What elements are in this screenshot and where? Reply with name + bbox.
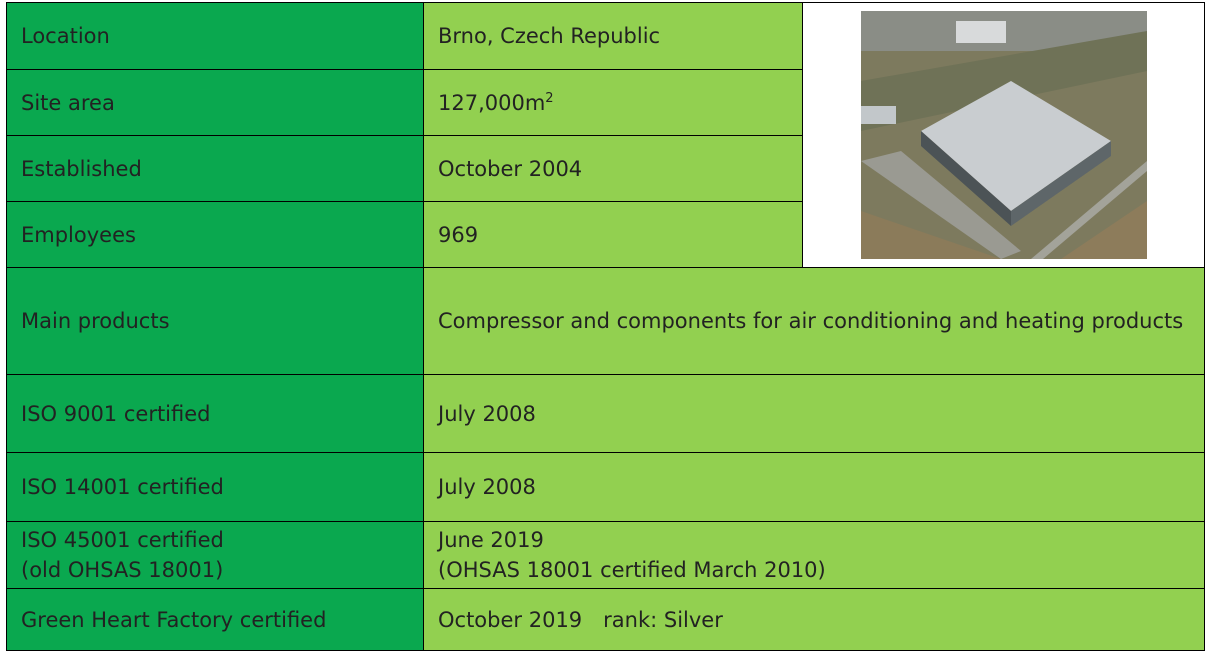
- label-cell: Employees: [7, 202, 424, 268]
- cell-line: October 2019 rank: Silver: [438, 608, 723, 632]
- value-cell: 969: [424, 202, 803, 268]
- cell-line: July 2008: [438, 475, 536, 499]
- value-cell: July 2008: [424, 375, 1205, 453]
- cell-line: ISO 45001 certified: [21, 528, 224, 552]
- table-body: Location Brno, Czech Republic Site area 127…: [7, 3, 1205, 651]
- value-cell: 127,000m2: [424, 70, 803, 136]
- cell-line: 127,000m: [438, 91, 545, 115]
- table-row: Main products Compressor and components f…: [7, 268, 1205, 375]
- value-cell: October 2004: [424, 136, 803, 202]
- cell-line: 969: [438, 223, 478, 247]
- info-table: Location Brno, Czech Republic Site area 127…: [6, 2, 1205, 651]
- factory-photo: [861, 11, 1147, 259]
- table-row: Location Brno, Czech Republic: [7, 3, 1205, 70]
- cell-line: Employees: [21, 223, 136, 247]
- label-cell: Site area: [7, 70, 424, 136]
- cell-line: October 2004: [438, 157, 582, 181]
- value-cell: October 2019 rank: Silver: [424, 589, 1205, 651]
- cell-line: (OHSAS 18001 certified March 2010): [438, 558, 826, 582]
- cell-line: (old OHSAS 18001): [21, 558, 223, 582]
- table-row: ISO 9001 certified July 2008: [7, 375, 1205, 453]
- value-cell: Brno, Czech Republic: [424, 3, 803, 70]
- cell-line: Established: [21, 157, 142, 181]
- table-row: ISO 45001 certified (old OHSAS 18001) June…: [7, 522, 1205, 589]
- label-cell: ISO 14001 certified: [7, 453, 424, 522]
- cell-line: July 2008: [438, 402, 536, 426]
- cell-line: Location: [21, 24, 110, 48]
- cell-line: Green Heart Factory certified: [21, 608, 326, 632]
- label-cell: Main products: [7, 268, 424, 375]
- value-cell: June 2019 (OHSAS 18001 certified March 20…: [424, 522, 1205, 589]
- photo-cell: [803, 3, 1205, 268]
- cell-line: ISO 14001 certified: [21, 475, 224, 499]
- cell-line: June 2019: [438, 528, 544, 552]
- cell-line: Site area: [21, 91, 115, 115]
- label-cell: Location: [7, 3, 424, 70]
- table-row: ISO 14001 certified July 2008: [7, 453, 1205, 522]
- cell-line: ISO 9001 certified: [21, 402, 211, 426]
- cell-line: Brno, Czech Republic: [438, 24, 660, 48]
- superscript: 2: [545, 91, 553, 106]
- value-cell: Compressor and components for air condit…: [424, 268, 1205, 375]
- value-cell: July 2008: [424, 453, 1205, 522]
- page: Location Brno, Czech Republic Site area 127…: [0, 0, 1213, 652]
- label-cell: Green Heart Factory certified: [7, 589, 424, 651]
- label-cell: Established: [7, 136, 424, 202]
- cell-line: Compressor and components for air condit…: [438, 309, 1183, 333]
- table-row: Green Heart Factory certified October 201…: [7, 589, 1205, 651]
- label-cell: ISO 9001 certified: [7, 375, 424, 453]
- cell-line: Main products: [21, 309, 170, 333]
- label-cell: ISO 45001 certified (old OHSAS 18001): [7, 522, 424, 589]
